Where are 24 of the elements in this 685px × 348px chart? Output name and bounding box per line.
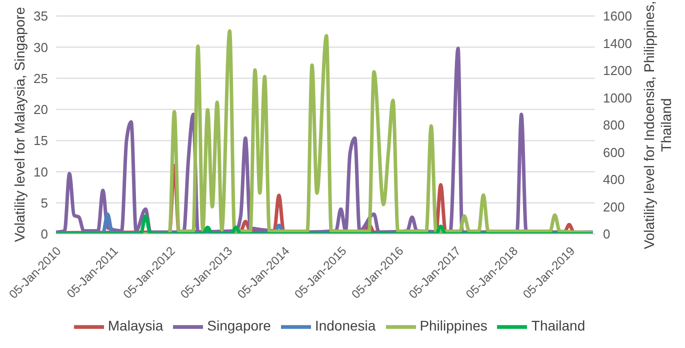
y-tick-label: 5 <box>40 195 48 210</box>
y2-tick-label: 800 <box>603 118 625 133</box>
y2-tick-label: 1000 <box>603 90 632 106</box>
y-tick-label: 0 <box>40 226 48 242</box>
y-axis-title: Volatility level for Malaysia, Singapore <box>12 7 28 242</box>
legend-label: Singapore <box>207 318 271 334</box>
y-tick-label: 25 <box>34 70 48 86</box>
y2-tick-label: 1600 <box>603 8 632 24</box>
y-tick-label: 30 <box>34 40 48 55</box>
y2-tick-label: 600 <box>603 144 625 160</box>
legend-label: Malaysia <box>108 318 164 334</box>
y-tick-label: 35 <box>34 8 48 24</box>
legend-label: Philippines <box>420 318 488 334</box>
y2-tick-label: 0 <box>603 226 610 242</box>
y2-tick-label: 1200 <box>603 63 632 78</box>
y-tick-label: 15 <box>34 133 48 148</box>
y2-tick-label: 400 <box>603 172 625 188</box>
legend-label: Thailand <box>531 318 586 334</box>
y2-axis-title: Volatility level for Indoensia, Philippines, Thailand <box>641 0 675 250</box>
legend-label: Indonesia <box>314 318 376 334</box>
y2-tick-label: 1400 <box>603 36 632 51</box>
y-tick-label: 10 <box>34 164 48 180</box>
y2-tick-label: 200 <box>603 199 625 214</box>
y-tick-label: 20 <box>34 102 48 118</box>
